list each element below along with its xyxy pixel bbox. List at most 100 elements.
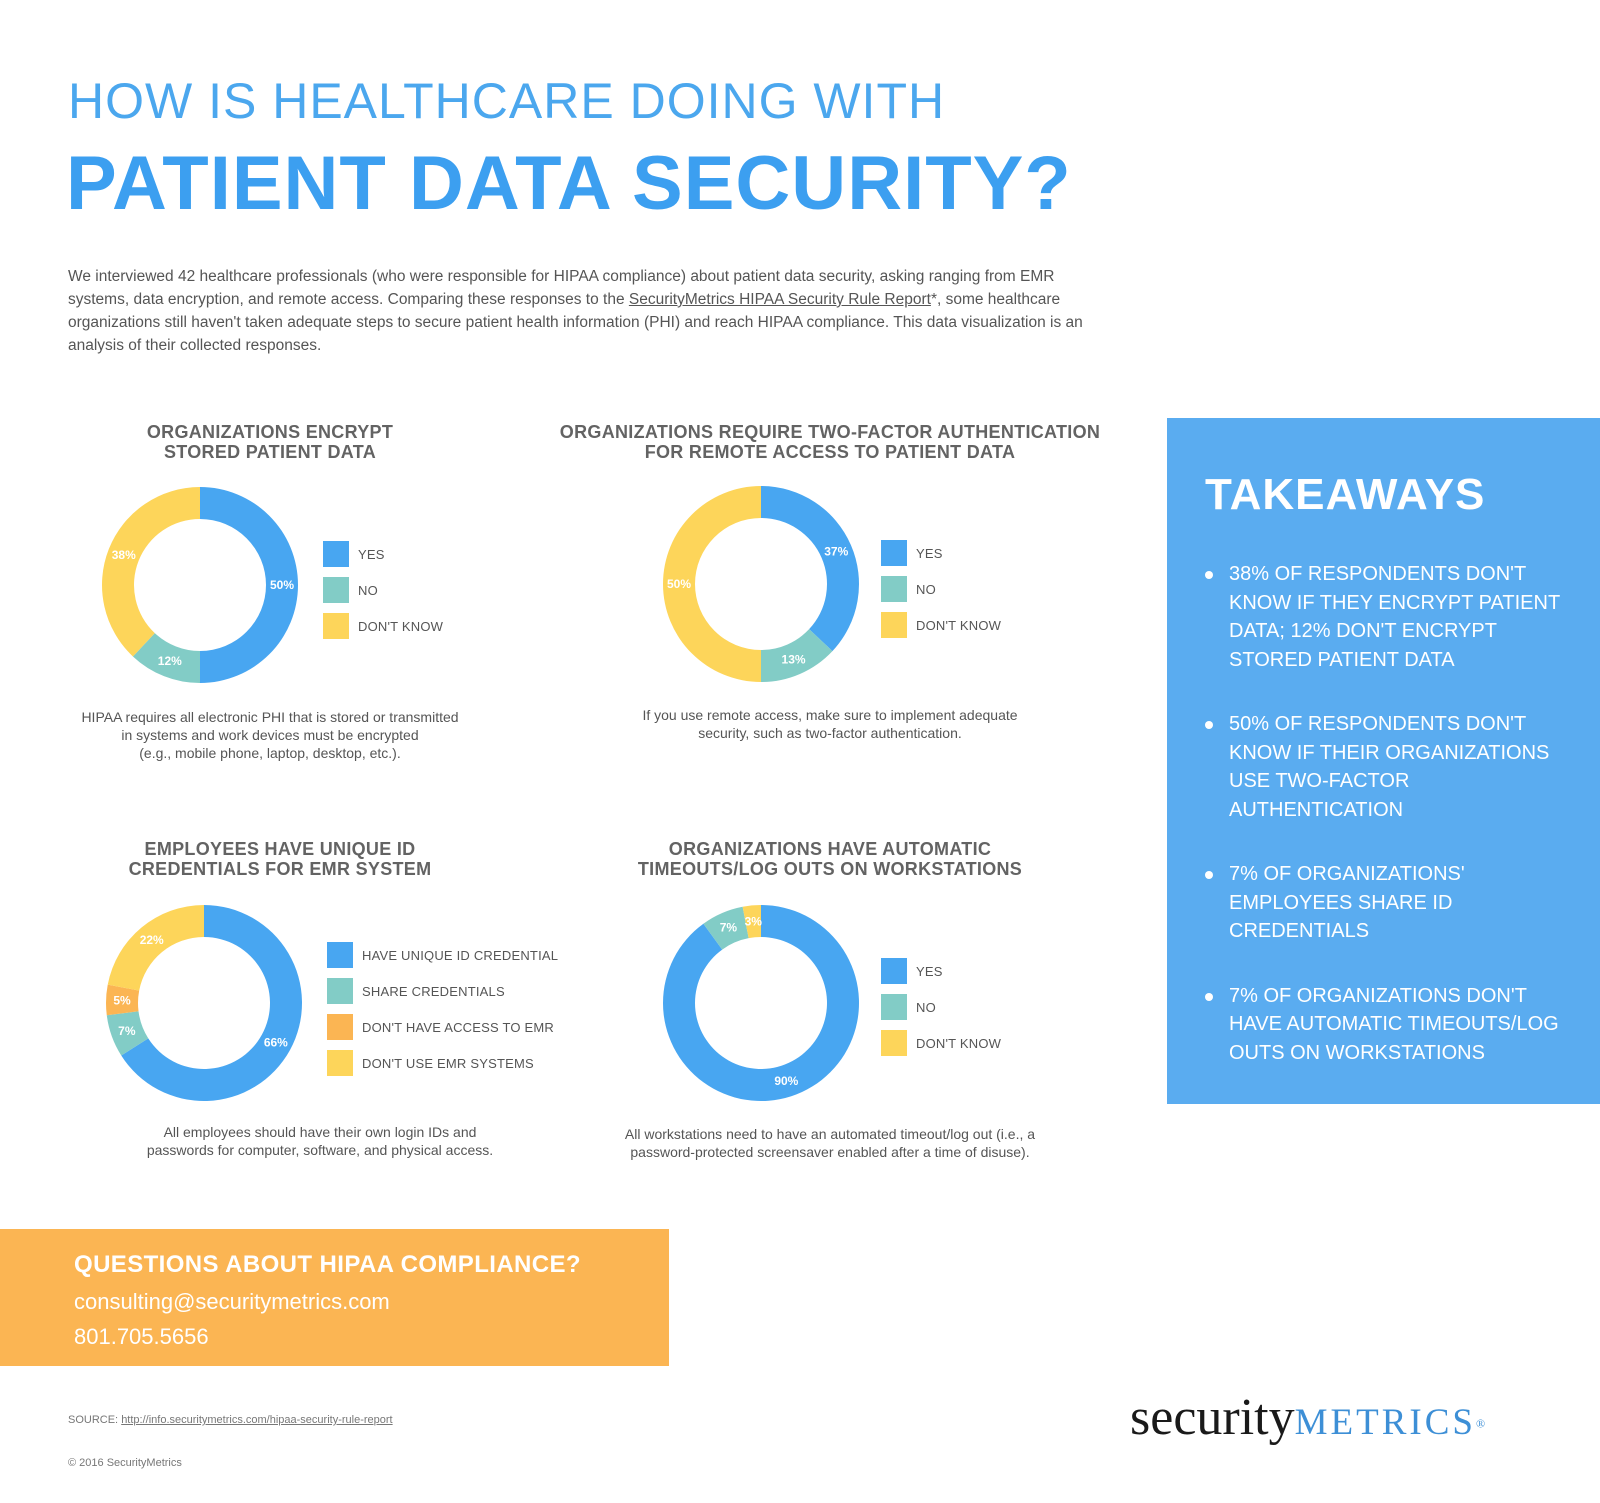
takeaway-text: 7% OF ORGANIZATIONS DON'T HAVE AUTOMATIC… [1229,984,1559,1064]
contact-phone-link[interactable]: 801.705.5656 [74,1324,209,1349]
legend-item: NO [881,571,1001,607]
page-subtitle: HOW IS HEALTHCARE DOING WITH [68,73,946,129]
slice-label: 22% [140,933,164,947]
slice-don-t-know [742,905,761,939]
slice-no [703,906,749,950]
legend-item: YES [881,535,1001,571]
legend-label: YES [358,546,385,562]
takeaway-item: 7% OF ORGANIZATIONS' EMPLOYEES SHARE ID … [1205,860,1585,946]
slice-yes [200,487,298,683]
legend-label: YES [916,545,943,561]
source-citation: SOURCE: http://info.securitymetrics.com/… [68,1414,393,1426]
legend-swatch [881,576,907,602]
slice-don-t-know [102,487,200,657]
chart-title-line: TIMEOUTS/LOG OUTS ON WORKSTATIONS [637,859,1023,879]
chart-encrypt-donut: 50% 12% 38% [102,487,298,683]
bullet-icon [1205,721,1213,729]
chart-title-line: EMPLOYEES HAVE UNIQUE ID [144,839,416,859]
slice-label: 66% [264,1036,288,1050]
chart-title-line: CREDENTIALS FOR EMR SYSTEM [128,859,432,879]
source-label: SOURCE: [68,1414,122,1426]
note-line: If you use remote access, make sure to i… [642,707,1018,723]
slice-label: 3% [745,914,763,928]
legend-swatch [881,1030,907,1056]
slice-don-t-use-emr-systems [107,905,204,991]
chart-title-line: STORED PATIENT DATA [163,442,377,462]
chart-credentials-legend: HAVE UNIQUE ID CREDENTIAL SHARE CREDENTIA… [327,937,558,1081]
legend-swatch [881,994,907,1020]
chart-credentials-title: EMPLOYEES HAVE UNIQUE ID CREDENTIALS FOR… [80,839,480,879]
legend-item: NO [323,572,443,608]
chart-title-line: ORGANIZATIONS REQUIRE TWO-FACTOR AUTHENT… [559,422,1101,442]
chart-encrypt-title: ORGANIZATIONS ENCRYPT STORED PATIENT DAT… [80,422,460,462]
chart-2fa-legend: YES NO DON'T KNOW [881,535,1001,643]
intro-text-start: We interviewed 42 healthcare professiona… [68,268,1055,308]
chart-encrypt-legend: YES NO DON'T KNOW [323,536,443,644]
legend-swatch [881,958,907,984]
slice-no [132,633,200,683]
logo-word-security: security [1130,1389,1295,1446]
slice-label: 37% [824,544,848,558]
slice-don-t-have-access-to-emr [106,984,140,1016]
legend-item: DON'T KNOW [881,1025,1001,1061]
page-title: PATIENT DATA SECURITY? [66,141,1072,226]
legend-swatch [323,613,349,639]
report-link[interactable]: SecurityMetrics HIPAA Security Rule Repo… [628,291,931,308]
takeaways-list: 38% OF RESPONDENTS DON'T KNOW IF THEY EN… [1205,560,1585,1103]
slice-share-credentials [106,1011,149,1056]
takeaway-text: 38% OF RESPONDENTS DON'T KNOW IF THEY EN… [1229,563,1560,671]
chart-2fa-donut: 37% 13% 50% [663,486,859,682]
note-line: security, such as two-factor authenticat… [698,725,962,741]
logo-word-metrics: METRICS [1294,1402,1476,1443]
slice-label: 38% [112,548,136,562]
slice-no [761,629,833,682]
legend-item: YES [881,953,1001,989]
legend-label: NO [358,582,378,598]
bullet-icon [1205,571,1213,579]
legend-swatch [323,541,349,567]
slice-label: 50% [667,577,691,591]
legend-item: DON'T KNOW [323,608,443,644]
note-line: in systems and work devices must be encr… [121,727,419,743]
chart-title-line: ORGANIZATIONS HAVE AUTOMATIC [668,839,992,859]
note-line: All employees should have their own logi… [163,1124,477,1140]
note-line: HIPAA requires all electronic PHI that i… [81,709,459,725]
contact-email-link[interactable]: consulting@securitymetrics.com [74,1289,390,1314]
legend-label: DON'T KNOW [916,1035,1002,1051]
legend-item: YES [323,536,443,572]
chart-credentials-donut: 66% 7% 5% 22% [106,905,302,1101]
legend-label: DON'T USE EMR SYSTEMS [362,1055,534,1071]
legend-label: SHARE CREDENTIALS [362,983,505,999]
slice-label: 12% [158,654,182,668]
takeaway-item: 38% OF RESPONDENTS DON'T KNOW IF THEY EN… [1205,560,1585,674]
takeaway-text: 7% OF ORGANIZATIONS' EMPLOYEES SHARE ID … [1229,863,1465,942]
chart-timeouts-title: ORGANIZATIONS HAVE AUTOMATIC TIMEOUTS/LO… [600,839,1060,879]
note-line: password-protected screensaver enabled a… [630,1144,1030,1160]
securitymetrics-logo: securityMETRICS® [1130,1388,1485,1447]
takeaway-item: 50% OF RESPONDENTS DON'T KNOW IF THEIR O… [1205,710,1585,824]
legend-item: HAVE UNIQUE ID CREDENTIAL [327,937,558,973]
takeaway-item: 7% OF ORGANIZATIONS DON'T HAVE AUTOMATIC… [1205,982,1585,1068]
legend-item: SHARE CREDENTIALS [327,973,558,1009]
intro-text-end: *, some healthcare organizations still h… [68,291,1083,354]
bullet-icon [1205,992,1213,1001]
slice-don-t-know [663,486,761,682]
chart-timeouts-legend: YES NO DON'T KNOW [881,953,1001,1061]
legend-label: NO [916,581,936,597]
legend-item: DON'T HAVE ACCESS TO EMR [327,1009,558,1045]
legend-swatch [327,1014,353,1040]
slice-label: 7% [118,1024,136,1038]
legend-item: DON'T USE EMR SYSTEMS [327,1045,558,1081]
note-line: (e.g., mobile phone, laptop, desktop, et… [139,745,401,761]
registered-mark: ® [1475,1416,1486,1431]
slice-label: 50% [270,578,294,592]
note-line: passwords for computer, software, and ph… [146,1142,494,1158]
contact-heading: QUESTIONS ABOUT HIPAA COMPLIANCE? [74,1251,581,1278]
chart-title-line: FOR REMOTE ACCESS TO PATIENT DATA [644,442,1016,462]
chart-2fa-note: If you use remote access, make sure to i… [600,706,1060,742]
note-line: All workstations need to have an automat… [624,1126,1036,1142]
source-link[interactable]: http://info.securitymetrics.com/hipaa-se… [121,1414,393,1426]
chart-timeouts-note: All workstations need to have an automat… [590,1125,1070,1161]
legend-item: DON'T KNOW [881,607,1001,643]
slice-label: 7% [720,921,738,935]
